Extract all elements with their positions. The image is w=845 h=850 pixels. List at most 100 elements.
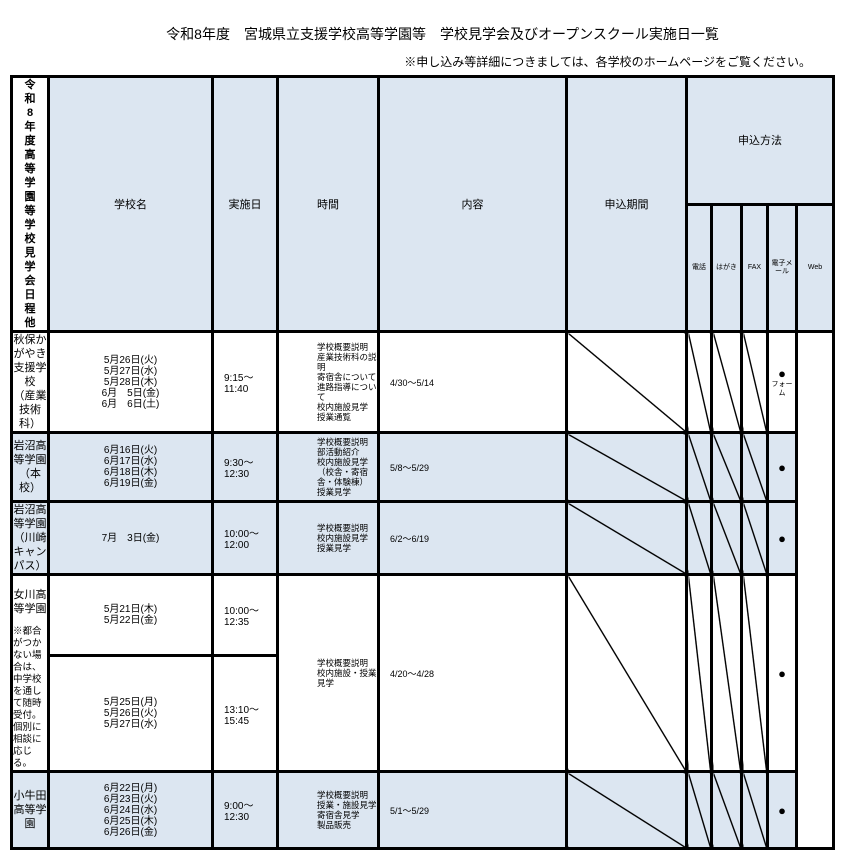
line: 部活動紹介 xyxy=(317,447,360,457)
line: 5月26日(火) xyxy=(103,708,158,720)
line: （校舎・寄宿舎・体験棟） xyxy=(317,467,369,487)
line: 授業・施設見学 xyxy=(317,800,377,810)
time: 10:00～12:00 xyxy=(211,501,279,576)
line: 寄宿舎見学 xyxy=(317,810,360,820)
header-email: 電子メール xyxy=(766,202,798,333)
method-web: ● xyxy=(766,573,798,773)
line: 6月25日(木) xyxy=(103,815,158,827)
method-unavailable xyxy=(685,330,713,434)
line: 授業見学 xyxy=(317,487,352,497)
method-unavailable xyxy=(710,573,743,773)
line: 学校概要説明 xyxy=(317,523,369,533)
method-web: ● xyxy=(766,500,798,576)
line: 5月28日(木) xyxy=(103,376,158,388)
school-name: 岩沼高等学園 xyxy=(13,504,47,530)
period: 6/2～6/19 xyxy=(377,501,568,576)
line: 5月27日(水) xyxy=(103,365,158,377)
period: 5/1～5/29 xyxy=(377,770,568,850)
method-unavailable xyxy=(740,573,769,773)
method-unavailable xyxy=(710,500,743,576)
method-unavailable xyxy=(685,500,713,576)
line: 6月 5日(金) xyxy=(101,387,160,399)
note: ※申し込み等詳細につきましては、各学校のホームページをご覧ください。 xyxy=(404,55,811,69)
method-unavailable xyxy=(565,500,688,576)
school-name: 女川高等学園 xyxy=(13,589,47,615)
side-label: 令和8年度 高等学園等 学校見学会 日程他 xyxy=(24,79,47,329)
table-row: 小牛田高等学園 6月22日(月) 6月23日(火) 6月24日(水) 6月25日(木)… xyxy=(10,770,834,850)
school-name: 秋保かがやき支援学校 xyxy=(13,334,47,388)
method-unavailable xyxy=(740,770,769,850)
available-mark: ● xyxy=(778,802,786,818)
dates: 7月 3日(金) xyxy=(47,501,214,576)
line: 授業見学 xyxy=(317,543,352,553)
line: 6月24日(水) xyxy=(103,804,158,816)
side-label-cell: 令和8年度 高等学園等 学校見学会 日程他 xyxy=(10,75,50,333)
line: 6月18日(木) xyxy=(103,467,158,478)
dates: 5月25日(月) 5月26日(火) 5月27日(水) xyxy=(47,655,214,773)
method-web: ● xyxy=(766,431,798,503)
line: 校内施設見学 xyxy=(317,533,369,543)
header-postcard: はがき xyxy=(710,202,743,333)
method-unavailable xyxy=(565,770,688,850)
header-web: Web xyxy=(794,202,836,333)
line: 6月 6日(土) xyxy=(101,398,160,410)
header-method: 申込方法 xyxy=(684,75,836,206)
header-content: 内容 xyxy=(377,75,568,333)
available-mark: ● xyxy=(778,459,786,475)
content: 学校概要説明 部活動紹介 校内施設見学 （校舎・寄宿舎・体験棟） 授業見学 xyxy=(276,431,380,503)
time: 9:15～11:40 xyxy=(211,330,279,434)
line: 進路指導について xyxy=(317,382,377,402)
available-mark: ● xyxy=(778,365,786,381)
school-name-cell: 小牛田高等学園 xyxy=(10,770,50,850)
table-row: 女川高等学園 ※都合がつかない場合は、中学校を通して随時受付。個別に相談に応じる。… xyxy=(10,572,834,773)
method-unavailable xyxy=(710,770,743,850)
period: 4/30～5/14 xyxy=(377,330,568,434)
line: 5月27日(水) xyxy=(103,719,158,731)
time: 9:00～12:30 xyxy=(211,770,279,850)
content: 学校概要説明 校内施設・授業見学 xyxy=(276,573,380,773)
header-period: 申込期間 xyxy=(565,75,688,333)
school-name-cell: 女川高等学園 ※都合がつかない場合は、中学校を通して随時受付。個別に相談に応じる。 xyxy=(10,573,50,773)
table-row: 秋保かがやき支援学校 （産業技術科） 5月26日(火) 5月27日(水) 5月28日(… xyxy=(10,330,834,434)
header-date: 実施日 xyxy=(211,75,279,333)
line: 6月22日(月) xyxy=(103,782,158,794)
line: 学校概要説明 xyxy=(317,437,369,447)
method-unavailable xyxy=(710,431,743,503)
method-unavailable xyxy=(565,330,688,434)
line: 製品販売 xyxy=(317,820,352,830)
method-unavailable xyxy=(740,431,769,503)
method-unavailable xyxy=(710,330,743,434)
method-unavailable xyxy=(740,500,769,576)
line: 授業通覧 xyxy=(317,412,352,422)
method-web: ● xyxy=(766,770,798,850)
page-title: 令和8年度 宮城県立支援学校高等学園等 学校見学会及びオープンスクール実施日一覧 xyxy=(166,26,719,42)
header-fax: FAX xyxy=(740,202,769,333)
remark: ※都合がつかない場合は、中学校を通して随時受付。個別に相談に応じる。 xyxy=(13,626,42,769)
school-name: 小牛田高等学園 xyxy=(13,790,47,830)
school-name-cell: 岩沼高等学園 （本校） xyxy=(10,431,50,503)
table-row: 岩沼高等学園 （川崎キャンパス） 7月 3日(金) 10:00～12:00 学校概… xyxy=(10,500,834,576)
school-subname: （本校） xyxy=(19,468,41,494)
line: 寄宿舎について xyxy=(317,372,377,382)
line: 学校概要説明 xyxy=(317,790,369,800)
line: 5月26日(火) xyxy=(103,354,158,366)
method-unavailable xyxy=(740,330,769,434)
school-name-cell: 秋保かがやき支援学校 （産業技術科） xyxy=(10,330,50,434)
table-row: 岩沼高等学園 （本校） 6月16日(火) 6月17日(水) 6月18日(木) 6月19日… xyxy=(10,431,834,503)
header-phone: 電話 xyxy=(685,202,713,333)
school-subname: （産業技術科） xyxy=(13,390,47,430)
method-unavailable xyxy=(685,573,713,773)
schedule-table: 令和8年度 高等学園等 学校見学会 日程他 学校名 実施日 時間 内容 申込期間… xyxy=(10,75,836,850)
method-unavailable xyxy=(685,431,713,503)
dates: 6月22日(月) 6月23日(火) 6月24日(水) 6月25日(木) 6月26日(金) xyxy=(47,770,214,850)
method-unavailable xyxy=(565,431,688,503)
line: 6月16日(火) xyxy=(103,445,158,456)
available-mark: ● xyxy=(778,530,786,546)
content: 学校概要説明 授業・施設見学 寄宿舎見学 製品販売 xyxy=(276,770,380,850)
line: 6月23日(火) xyxy=(103,793,158,805)
content: 学校概要説明 産業技術科の説明 寄宿舎について 進路指導について 校内施設見学 授業通覧 xyxy=(276,330,380,434)
line: 学校概要説明 xyxy=(317,658,369,668)
available-mark: ● xyxy=(778,665,786,681)
line: 5月21日(木) xyxy=(103,604,158,616)
school-name: 岩沼高等学園 xyxy=(13,440,47,466)
